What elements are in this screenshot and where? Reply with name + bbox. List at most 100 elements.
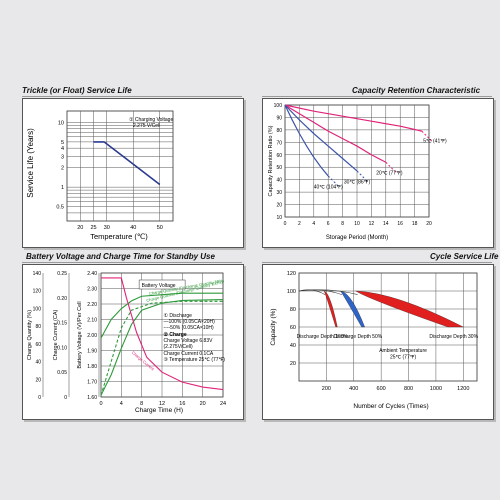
retention-x-tick: 2 bbox=[298, 221, 301, 227]
charge-y-tick: 0.05 bbox=[57, 370, 67, 376]
retention-x-tick: 12 bbox=[369, 221, 375, 227]
trickle-x-tick: 40 bbox=[130, 225, 136, 231]
cycle-xlabel: Number of Cycles (Times) bbox=[353, 403, 428, 410]
charge-x-ticks: 0 4 8 12 16 20 24 bbox=[99, 401, 226, 407]
retention-line bbox=[284, 104, 422, 132]
cycle-envelope-line bbox=[298, 289, 358, 295]
battery-voltage-label: Battery Voltage (V)/Per Cell bbox=[77, 301, 83, 368]
cycle-y-tick: 40 bbox=[290, 343, 296, 349]
charge-y-tick: 0.20 bbox=[57, 296, 67, 302]
trickle-life-line bbox=[93, 141, 161, 186]
trickle-ylabel: Service Life (Years) bbox=[26, 128, 35, 198]
cycle-y-tick: 20 bbox=[290, 361, 296, 367]
cycle-y-tick: 100 bbox=[287, 289, 296, 295]
battery-voltage-box bbox=[138, 279, 186, 290]
retention-xlabel: Storage Period (Month) bbox=[326, 235, 388, 241]
trickle-note-1: ① Charging Voltage bbox=[129, 117, 173, 123]
title-rule bbox=[22, 262, 242, 263]
capacity-retention-chart: Capacity Retention Ratio (%) 10090807060… bbox=[268, 103, 447, 241]
retention-x-tick: 6 bbox=[327, 221, 330, 227]
retention-y-tick: 90 bbox=[276, 115, 282, 121]
charge-series-line bbox=[100, 292, 223, 339]
trickle-life-panel: Service Life (Years) 10 5 4 3 2 1 0.5 20 25 30 40… bbox=[22, 98, 244, 248]
charge-condition-note: Charge Current 0.1CA bbox=[164, 351, 214, 357]
retention-series bbox=[284, 104, 433, 187]
cycle-x-ticks: 200 400 600 800 1000 1200 bbox=[322, 386, 470, 392]
retention-x-tick: 0 bbox=[284, 221, 287, 227]
cycle-ylabel: Capacity (%) bbox=[270, 308, 277, 345]
trickle-y-tick: 3 bbox=[61, 154, 64, 160]
cycle-y-tick: 60 bbox=[290, 325, 296, 331]
retention-x-tick: 18 bbox=[412, 221, 418, 227]
trickle-y-tick: 4 bbox=[61, 146, 64, 152]
charge-y-tick: 0.15 bbox=[57, 321, 67, 327]
trickle-y-axis-label: Service Life (Years) bbox=[26, 128, 35, 198]
retention-y-tick: 20 bbox=[276, 203, 282, 209]
retention-x-tick: 16 bbox=[397, 221, 403, 227]
cycle-x-tick: 600 bbox=[377, 386, 386, 392]
trickle-x-tick: 50 bbox=[157, 225, 163, 231]
trickle-plot-frame bbox=[66, 110, 174, 222]
trickle-y-ticks: 10 54 3 2 1 0.5 bbox=[56, 120, 64, 210]
charge-condition-note: (2.275V/Cell) bbox=[164, 344, 194, 350]
charge-condition-note: ③ Temperature 25℃ (77℉) bbox=[164, 357, 226, 363]
charge-y-tick: 1.70 bbox=[87, 380, 97, 386]
charge-current-label: Charge Current (CA) bbox=[53, 309, 59, 360]
cycle-life-panel: Capacity (%) 120 100 80 60 40 20 200 400 600 800… bbox=[262, 264, 494, 420]
retention-y-tick: 50 bbox=[276, 165, 282, 171]
title-rule bbox=[262, 96, 492, 97]
cycle-band bbox=[340, 290, 365, 328]
cycle-annotations: Discharge Depth 100%Discharge Depth 50% D… bbox=[297, 334, 479, 361]
charge-quantity-label: Charge Quantity (%) bbox=[27, 310, 33, 360]
retention-ylabel: Capacity Retention Ratio (%) bbox=[268, 125, 274, 196]
trickle-y-tick: 2 bbox=[61, 166, 64, 172]
charge-y-tick: 20 bbox=[35, 377, 41, 383]
retention-series-label: 40℃ (104℉) bbox=[314, 184, 343, 190]
charge-y-tick: 0 bbox=[38, 395, 41, 401]
retention-y-tick: 60 bbox=[276, 153, 282, 159]
retention-line bbox=[284, 104, 329, 177]
cycle-band bbox=[323, 290, 338, 328]
charge-y-tick: 2.10 bbox=[87, 318, 97, 324]
cycle-bands bbox=[298, 289, 464, 328]
charge-y-tick: 2.20 bbox=[87, 302, 97, 308]
trickle-life-chart: Service Life (Years) 10 54 3 2 1 0.5 20 25 30 40… bbox=[26, 110, 174, 241]
cycle-x-tick: 1000 bbox=[430, 386, 442, 392]
title-rule bbox=[262, 262, 492, 263]
cycle-x-tick: 1200 bbox=[457, 386, 469, 392]
retention-x-tick: 8 bbox=[341, 221, 344, 227]
charge-condition-note: ① Discharge bbox=[164, 313, 193, 319]
charge-x-tick: 24 bbox=[220, 401, 226, 407]
charge-series-line bbox=[101, 277, 224, 391]
charge-condition-note: Charge Voltage 6.83V bbox=[164, 338, 214, 344]
trickle-y-tick: 10 bbox=[58, 120, 64, 126]
charge-y-tick: 100 bbox=[33, 306, 42, 312]
cycle-note: Discharge Depth 50% bbox=[334, 334, 383, 340]
title-rule bbox=[22, 96, 242, 97]
trickle-x-tick: 30 bbox=[104, 225, 110, 231]
retention-y-tick: 10 bbox=[276, 215, 282, 221]
cycle-band bbox=[355, 290, 464, 328]
trickle-note-2: 2.275 V/Cell bbox=[133, 123, 160, 129]
charge-x-tick: 4 bbox=[120, 401, 123, 407]
charge-time-panel: Charge Quantity (%) Charge Current (CA) … bbox=[22, 264, 244, 420]
capacity-retention-title: Capacity Retention Characteristic bbox=[352, 86, 481, 95]
retention-series-labels: 5℃ (41℉) 20℃ (77℉) 30℃ (86℉)40℃ (104℉) bbox=[314, 138, 447, 190]
trickle-xlabel: Temperature (℃) bbox=[90, 232, 148, 241]
retention-line bbox=[284, 104, 387, 163]
retention-series-label: 30℃ (86℉) bbox=[344, 179, 371, 185]
trickle-y-tick: 1 bbox=[61, 185, 64, 191]
retention-x-tick: 14 bbox=[383, 221, 389, 227]
retention-y-tick: 100 bbox=[274, 103, 283, 109]
charge-y-tick: 120 bbox=[33, 289, 42, 295]
charge-series bbox=[100, 277, 224, 396]
cycle-note: 25℃ (77℉) bbox=[390, 355, 417, 361]
trickle-y-tick: 5 bbox=[61, 140, 64, 146]
cycle-x-tick: 200 bbox=[322, 386, 331, 392]
cycle-life-title: Cycle Service Life bbox=[430, 252, 499, 261]
trickle-x-tick: 25 bbox=[90, 225, 96, 231]
charge-y-tick: 1.80 bbox=[87, 364, 97, 370]
charge-condition-note: ② Charge bbox=[164, 332, 187, 338]
retention-y-tick: 70 bbox=[276, 140, 282, 146]
